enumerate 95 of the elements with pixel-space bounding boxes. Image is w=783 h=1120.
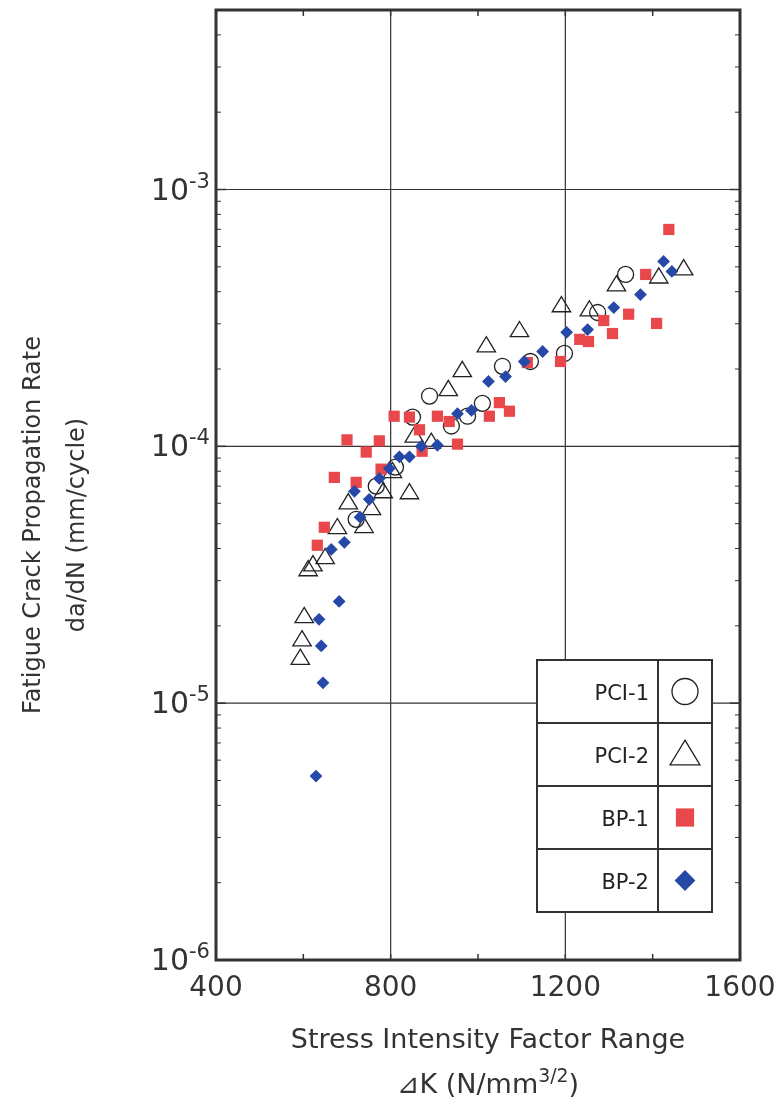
legend-label: PCI-2 xyxy=(594,743,649,768)
point xyxy=(483,410,495,422)
point xyxy=(493,357,512,375)
point xyxy=(623,308,635,320)
point xyxy=(452,360,473,378)
point xyxy=(393,450,406,464)
legend-item: PCI-2 xyxy=(594,738,702,768)
point xyxy=(431,410,443,422)
point xyxy=(327,517,348,535)
legend-label: BP-2 xyxy=(601,869,649,894)
point xyxy=(598,314,610,327)
legend-item: BP-2 xyxy=(601,869,696,894)
point xyxy=(328,471,340,483)
x-tick-label: 800 xyxy=(363,970,418,1003)
point xyxy=(420,387,439,405)
point xyxy=(353,510,367,524)
point xyxy=(589,303,607,322)
point xyxy=(554,355,567,368)
point xyxy=(503,405,516,417)
point xyxy=(458,407,477,425)
legend-label: PCI-1 xyxy=(594,680,649,705)
point xyxy=(360,446,372,458)
y-tick-label: 10$^{-3}$ xyxy=(150,168,210,207)
point xyxy=(316,676,330,690)
point xyxy=(648,267,669,284)
point xyxy=(314,639,328,653)
point xyxy=(298,559,318,577)
point xyxy=(354,516,374,534)
point xyxy=(451,407,464,421)
point xyxy=(451,438,464,450)
point xyxy=(311,539,323,551)
point xyxy=(312,612,326,626)
point xyxy=(663,223,675,236)
point xyxy=(560,325,574,339)
point xyxy=(303,554,323,572)
point xyxy=(337,535,351,549)
point xyxy=(606,274,627,292)
point xyxy=(388,410,400,422)
point xyxy=(579,300,600,317)
point xyxy=(473,394,492,413)
x-tick-label: 400 xyxy=(189,970,243,1003)
point xyxy=(362,492,376,506)
point xyxy=(367,477,385,495)
point xyxy=(309,769,323,783)
point xyxy=(499,370,512,383)
point xyxy=(294,606,315,624)
point xyxy=(350,476,362,488)
legend-item: PCI-1 xyxy=(594,677,699,706)
point xyxy=(348,484,361,498)
point xyxy=(651,317,663,330)
legend-item: BP-1 xyxy=(601,806,695,831)
point xyxy=(657,254,670,268)
point xyxy=(606,327,619,340)
point xyxy=(315,547,336,565)
point xyxy=(607,301,621,314)
point xyxy=(634,288,647,301)
y-axis-title: Fatigue Crack Propagation Rate da/dN (mm/cycle) xyxy=(18,336,90,714)
legend-label: BP-1 xyxy=(601,806,649,831)
x-tick-label: 1200 xyxy=(529,970,601,1003)
x-axis-title: Stress Intensity Factor Range ⊿K (N/mm$^{3/2}$) xyxy=(290,1023,686,1099)
point xyxy=(382,461,403,479)
point xyxy=(582,335,595,348)
point xyxy=(476,336,497,353)
point xyxy=(338,492,359,510)
x-tick-label: 1600 xyxy=(704,970,776,1003)
point xyxy=(292,630,312,647)
point xyxy=(290,648,311,665)
y-tick-label: 10$^{-5}$ xyxy=(150,682,210,721)
point xyxy=(581,323,594,336)
point xyxy=(386,458,405,476)
point xyxy=(640,268,652,281)
point xyxy=(318,521,330,533)
point xyxy=(399,482,420,500)
point xyxy=(403,450,416,464)
point xyxy=(347,510,365,528)
point xyxy=(493,397,505,409)
point xyxy=(430,438,444,452)
point xyxy=(673,258,694,276)
point xyxy=(372,472,386,485)
y-tick-label: 10$^{-4}$ xyxy=(150,425,210,464)
point xyxy=(442,417,461,435)
point xyxy=(551,295,572,313)
point xyxy=(536,345,550,358)
point xyxy=(509,320,530,338)
point xyxy=(555,344,574,363)
point xyxy=(404,426,425,443)
point xyxy=(616,265,635,284)
point xyxy=(373,481,394,499)
point xyxy=(373,435,385,447)
point xyxy=(482,375,495,388)
point xyxy=(341,434,353,446)
point xyxy=(665,264,679,278)
point xyxy=(438,379,459,397)
point xyxy=(414,439,428,453)
point xyxy=(332,595,346,608)
